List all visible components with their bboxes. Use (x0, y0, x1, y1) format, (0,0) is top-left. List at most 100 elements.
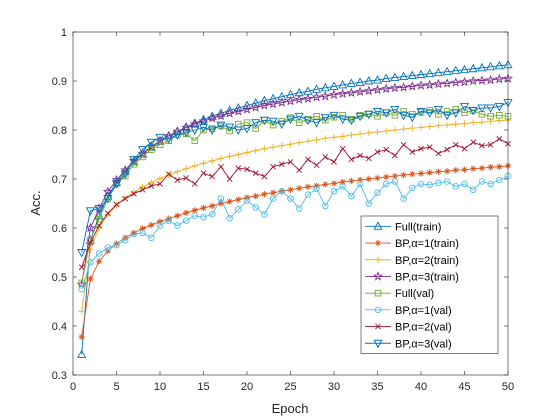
data-point (200, 170, 207, 176)
data-point (148, 182, 155, 189)
data-point (348, 156, 355, 163)
data-point (303, 116, 313, 126)
series-6 (78, 135, 511, 271)
y-tick-label: 0.7 (52, 174, 67, 186)
x-tick-label: 0 (70, 381, 76, 393)
data-point (235, 165, 242, 172)
data-point (346, 78, 356, 87)
data-point (409, 149, 416, 155)
data-point (218, 163, 224, 170)
data-point (496, 117, 503, 124)
data-point (451, 65, 461, 75)
data-point (174, 212, 181, 219)
data-point (348, 192, 355, 200)
data-point (461, 145, 468, 152)
data-point (111, 180, 122, 189)
data-point (120, 170, 130, 180)
data-point (459, 76, 470, 87)
data-point (304, 183, 312, 191)
data-point (287, 141, 294, 148)
data-point (304, 138, 312, 145)
data-point (312, 119, 322, 128)
data-point (216, 121, 226, 131)
data-point (486, 61, 496, 71)
legend-label: BP,α=1(val) (395, 305, 452, 317)
data-point (139, 183, 146, 191)
data-point (451, 109, 461, 118)
data-point (235, 151, 242, 158)
data-point (407, 113, 417, 123)
data-point (443, 108, 451, 115)
data-point (252, 147, 259, 154)
data-point (442, 66, 452, 76)
data-point (208, 211, 216, 218)
data-point (363, 85, 374, 96)
data-point (425, 68, 435, 78)
data-point (285, 95, 296, 106)
data-point (372, 84, 383, 95)
data-point (217, 200, 225, 207)
legend-entry: BP,α=3(val) (365, 338, 452, 350)
data-point (285, 115, 296, 125)
data-point (305, 156, 311, 163)
data-point (435, 150, 442, 157)
data-point (269, 143, 277, 151)
data-point (268, 117, 278, 127)
data-point (356, 130, 364, 138)
data-point (242, 125, 252, 134)
data-point (435, 122, 442, 129)
data-point (476, 75, 487, 85)
data-point (113, 241, 120, 249)
data-point (461, 180, 468, 188)
data-point (243, 197, 251, 204)
data-point (470, 139, 477, 146)
data-point (391, 172, 399, 180)
x-tick-label: 50 (502, 381, 514, 393)
data-point (182, 217, 190, 224)
data-point (409, 184, 416, 192)
data-point (355, 112, 365, 122)
data-point (148, 234, 155, 242)
data-point (198, 115, 209, 126)
data-point (226, 153, 233, 160)
data-point (479, 142, 485, 149)
data-point (391, 126, 399, 134)
data-point (278, 142, 285, 149)
data-point (156, 175, 164, 182)
data-point (296, 185, 303, 192)
data-point (200, 213, 207, 221)
series-7 (77, 99, 513, 258)
y-tick-label: 0.6 (52, 223, 67, 235)
data-point (487, 141, 494, 148)
data-point (122, 195, 129, 202)
data-point (200, 204, 207, 212)
data-point (357, 152, 363, 159)
data-point (330, 180, 338, 187)
data-point (172, 131, 182, 140)
data-point (269, 195, 277, 202)
data-point (383, 146, 390, 153)
data-point (182, 165, 190, 172)
data-point (496, 112, 503, 119)
data-point (322, 135, 329, 142)
legend-label: Full(train) (395, 221, 441, 233)
data-point (139, 225, 146, 232)
data-point (165, 171, 172, 177)
legend-entry: Full(train) (365, 221, 441, 233)
legend-marker (374, 289, 382, 297)
x-tick-label: 5 (113, 381, 119, 393)
data-point (131, 190, 137, 197)
data-point (148, 221, 155, 229)
data-point (104, 211, 111, 218)
data-point (400, 141, 407, 148)
legend-label: BP,α=3(val) (395, 338, 452, 350)
data-point (87, 259, 94, 266)
data-point (400, 171, 407, 179)
data-point (130, 229, 138, 237)
data-point (313, 113, 320, 120)
data-point (174, 222, 181, 229)
data-point (494, 103, 504, 112)
data-point (174, 168, 181, 175)
data-point (409, 170, 416, 178)
data-point (485, 74, 496, 85)
